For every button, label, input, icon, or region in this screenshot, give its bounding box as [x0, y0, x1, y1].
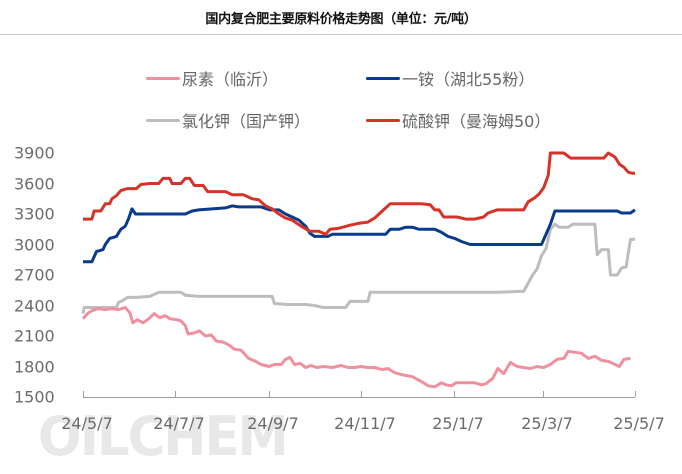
- legend-item-sop[interactable]: 硫酸钾（曼海姆50）: [366, 108, 550, 132]
- y-tick-label: 2400: [14, 296, 55, 315]
- x-tick-label: 24/9/7: [247, 414, 299, 433]
- x-tick-label: 24/7/7: [153, 414, 205, 433]
- y-tick-label: 3600: [14, 174, 55, 193]
- x-tick-label: 25/3/7: [521, 414, 573, 433]
- series-line: [81, 306, 631, 389]
- y-tick-label: 3900: [14, 143, 55, 163]
- series-line: [83, 204, 636, 264]
- legend-item-map[interactable]: 一铵（湖北55粉）: [366, 66, 534, 90]
- series-lines: [81, 151, 636, 389]
- legend-label-kcl: 氯化钾（国产钾）: [182, 112, 311, 131]
- y-tick-label: 1500: [14, 387, 55, 407]
- legend-item-urea[interactable]: 尿素（临沂）: [146, 66, 278, 90]
- legend-swatch-sop: [366, 118, 400, 122]
- legend: 尿素（临沂） 一铵（湖北55粉） 氯化钾（国产钾） 硫酸钾（曼海姆50）: [0, 0, 682, 140]
- x-tick-label: 25/1/7: [432, 414, 484, 433]
- y-tick-label: 2700: [14, 265, 55, 285]
- legend-item-kcl[interactable]: 氯化钾（国产钾）: [146, 108, 310, 132]
- legend-swatch-kcl: [146, 118, 180, 122]
- chart-title: 国内复合肥主要原料价格走势图（单位：元/吨）: [205, 12, 477, 27]
- legend-swatch-urea: [146, 76, 180, 80]
- watermark-logo: OILCHEM: [38, 405, 289, 468]
- y-tick-label: 2100: [14, 326, 55, 346]
- x-tick-label: 25/5/7: [613, 414, 665, 433]
- x-tick-label: 24/5/7: [61, 414, 113, 433]
- y-tick-label: 3300: [14, 204, 55, 224]
- legend-label-map: 一铵（湖北55粉）: [402, 70, 535, 89]
- series-line: [83, 151, 635, 236]
- x-axis-ticks: [83, 391, 636, 397]
- title-bar: 国内复合肥主要原料价格走势图（单位：元/吨）: [0, 0, 682, 35]
- x-tick-label: 24/11/7: [334, 414, 396, 433]
- legend-label-urea: 尿素（临沂）: [182, 70, 279, 89]
- legend-swatch-map: [366, 76, 400, 80]
- series-line: [81, 222, 635, 314]
- y-tick-label: 3000: [14, 235, 55, 254]
- y-tick-label: 1800: [14, 357, 55, 376]
- legend-label-sop: 硫酸钾（曼海姆50）: [402, 112, 551, 131]
